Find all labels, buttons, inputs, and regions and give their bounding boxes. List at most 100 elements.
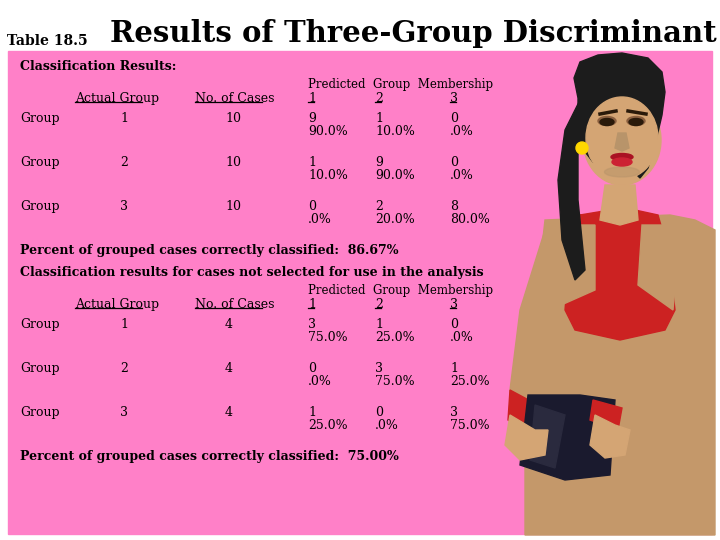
Text: .0%: .0% (308, 375, 332, 388)
Text: Group: Group (20, 112, 60, 125)
Polygon shape (675, 230, 705, 450)
Ellipse shape (605, 167, 639, 177)
Text: 90.0%: 90.0% (308, 125, 348, 138)
Text: 1: 1 (308, 92, 316, 105)
Polygon shape (525, 215, 715, 535)
Ellipse shape (612, 158, 632, 166)
Bar (0, 0, 720, 50)
Text: .0%: .0% (308, 213, 332, 226)
Text: 75.0%: 75.0% (375, 375, 415, 388)
Text: Group: Group (20, 200, 60, 213)
Text: 0: 0 (375, 406, 383, 419)
Polygon shape (590, 400, 622, 430)
Bar (8, 51, 712, 534)
Polygon shape (638, 225, 680, 310)
Text: 1: 1 (308, 406, 316, 419)
Text: 10: 10 (225, 112, 241, 125)
Text: 9: 9 (375, 156, 383, 169)
Text: 0: 0 (308, 362, 316, 375)
Polygon shape (510, 230, 555, 440)
Text: 0: 0 (450, 112, 458, 125)
Text: 4: 4 (225, 406, 233, 419)
Text: 2: 2 (375, 298, 383, 311)
Polygon shape (520, 395, 615, 480)
Text: Group: Group (20, 406, 60, 419)
Text: 3: 3 (375, 362, 383, 375)
Text: 2: 2 (120, 362, 128, 375)
Text: Actual Group: Actual Group (75, 92, 159, 105)
Text: 10: 10 (225, 156, 241, 169)
Ellipse shape (611, 153, 633, 160)
Text: Actual Group: Actual Group (75, 298, 159, 311)
Text: 1: 1 (308, 156, 316, 169)
Ellipse shape (586, 97, 658, 179)
Text: 2: 2 (120, 156, 128, 169)
Text: 3: 3 (308, 318, 316, 331)
Polygon shape (615, 133, 629, 151)
Polygon shape (505, 415, 548, 460)
Text: 9: 9 (308, 112, 316, 125)
Text: Results of Three-Group Discriminant Analysis: Results of Three-Group Discriminant Anal… (110, 19, 720, 48)
Text: Group: Group (20, 156, 60, 169)
Text: 25.0%: 25.0% (308, 419, 348, 432)
Polygon shape (574, 53, 665, 178)
Text: Predicted  Group  Membership: Predicted Group Membership (308, 284, 493, 297)
Text: 8: 8 (450, 200, 458, 213)
Text: .0%: .0% (375, 419, 399, 432)
Text: 3: 3 (120, 406, 128, 419)
Text: No. of Cases: No. of Cases (195, 92, 274, 105)
Text: Group: Group (20, 318, 60, 331)
Text: 0: 0 (450, 156, 458, 169)
Polygon shape (568, 215, 655, 300)
Text: 2: 2 (375, 200, 383, 213)
Polygon shape (508, 390, 538, 435)
Text: 4: 4 (225, 318, 233, 331)
Polygon shape (558, 100, 585, 280)
Text: Percent of grouped cases correctly classified:  86.67%: Percent of grouped cases correctly class… (20, 244, 398, 257)
Text: .0%: .0% (450, 169, 474, 182)
Text: 1: 1 (120, 318, 128, 331)
Text: 25.0%: 25.0% (450, 375, 490, 388)
Circle shape (576, 142, 588, 154)
Text: 90.0%: 90.0% (375, 169, 415, 182)
Text: Percent of grouped cases correctly classified:  75.00%: Percent of grouped cases correctly class… (20, 450, 399, 463)
Text: 0: 0 (308, 200, 316, 213)
Text: 1: 1 (375, 112, 383, 125)
Text: 20.0%: 20.0% (375, 213, 415, 226)
Ellipse shape (629, 118, 643, 125)
Polygon shape (565, 210, 675, 340)
Text: 10.0%: 10.0% (375, 125, 415, 138)
Text: 75.0%: 75.0% (450, 419, 490, 432)
Ellipse shape (600, 118, 614, 125)
Text: Classification results for cases not selected for use in the analysis: Classification results for cases not sel… (20, 266, 484, 279)
Ellipse shape (598, 117, 616, 125)
Text: 75.0%: 75.0% (308, 331, 348, 344)
Polygon shape (590, 415, 630, 458)
Text: 1: 1 (450, 362, 458, 375)
Text: .0%: .0% (450, 331, 474, 344)
Text: 3: 3 (450, 406, 458, 419)
Text: 10.0%: 10.0% (308, 169, 348, 182)
Text: 25.0%: 25.0% (375, 331, 415, 344)
Polygon shape (545, 225, 595, 310)
Text: Predicted  Group  Membership: Predicted Group Membership (308, 78, 493, 91)
Ellipse shape (627, 117, 645, 125)
Text: 3: 3 (120, 200, 128, 213)
Text: 10: 10 (225, 200, 241, 213)
Text: 4: 4 (225, 362, 233, 375)
Text: 1: 1 (120, 112, 128, 125)
Text: 1: 1 (308, 298, 316, 311)
Text: 2: 2 (375, 92, 383, 105)
Text: 0: 0 (450, 318, 458, 331)
Text: 1: 1 (375, 318, 383, 331)
Text: Group: Group (20, 362, 60, 375)
Text: .0%: .0% (450, 125, 474, 138)
Ellipse shape (583, 95, 661, 185)
Text: 3: 3 (450, 298, 458, 311)
Polygon shape (600, 185, 638, 225)
Text: Table 18.5: Table 18.5 (7, 34, 88, 48)
Text: 3: 3 (450, 92, 458, 105)
Text: Classification Results:: Classification Results: (20, 60, 176, 73)
Text: No. of Cases: No. of Cases (195, 298, 274, 311)
Polygon shape (530, 405, 565, 468)
